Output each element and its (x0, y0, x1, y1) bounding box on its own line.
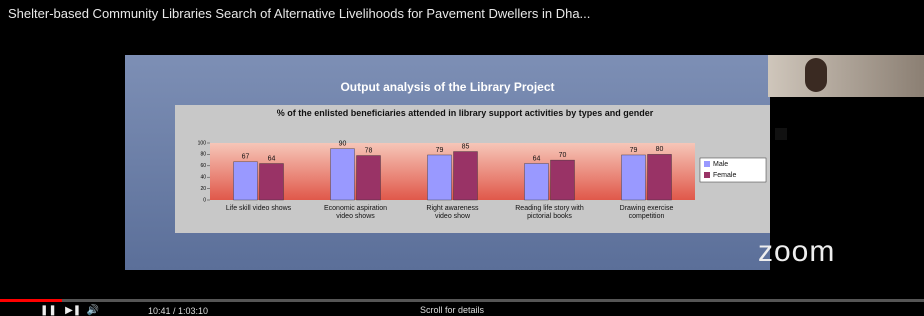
x-tick-label: Right awareness video show (418, 205, 488, 221)
bar (648, 154, 672, 200)
value-label: 79 (436, 147, 444, 154)
y-tick-label: 80 (200, 152, 206, 158)
y-tick-label: 40 (200, 175, 206, 181)
bar (622, 155, 646, 200)
chart: 0 20 40 60 80 100 67 90 79 64 79 64 78 85 70 80 Male Fema… (0, 0, 924, 316)
legend-swatch (704, 161, 710, 167)
value-label: 78 (365, 147, 373, 154)
legend-label: Male (713, 161, 728, 168)
value-label: 64 (268, 155, 276, 162)
value-label: 70 (559, 152, 567, 159)
x-tick-label: Economic aspiration video shows (321, 205, 391, 221)
bar (331, 149, 355, 200)
y-tick-label: 0 (203, 197, 206, 203)
bar (454, 152, 478, 200)
y-tick-label: 100 (198, 140, 207, 146)
bar (357, 156, 381, 200)
bar (525, 164, 549, 200)
value-label: 79 (630, 147, 638, 154)
legend-label: Female (713, 172, 736, 179)
value-label: 90 (339, 141, 347, 148)
bar (428, 155, 452, 200)
bar (260, 164, 284, 200)
x-tick-label: Drawing exercise competition (612, 205, 682, 221)
x-tick-label: Life skill video shows (224, 205, 294, 213)
value-label: 64 (533, 155, 541, 162)
video-player: Shelter-based Community Libraries Search… (0, 0, 924, 316)
value-label: 85 (462, 143, 470, 150)
bar (234, 162, 258, 200)
y-tick-label: 60 (200, 163, 206, 169)
value-label: 67 (242, 154, 250, 161)
x-tick-label: Reading life story with pictorial books (515, 205, 585, 221)
bar (551, 160, 575, 200)
y-tick-label: 20 (200, 186, 206, 192)
value-label: 80 (656, 146, 664, 153)
legend-swatch (704, 172, 710, 178)
